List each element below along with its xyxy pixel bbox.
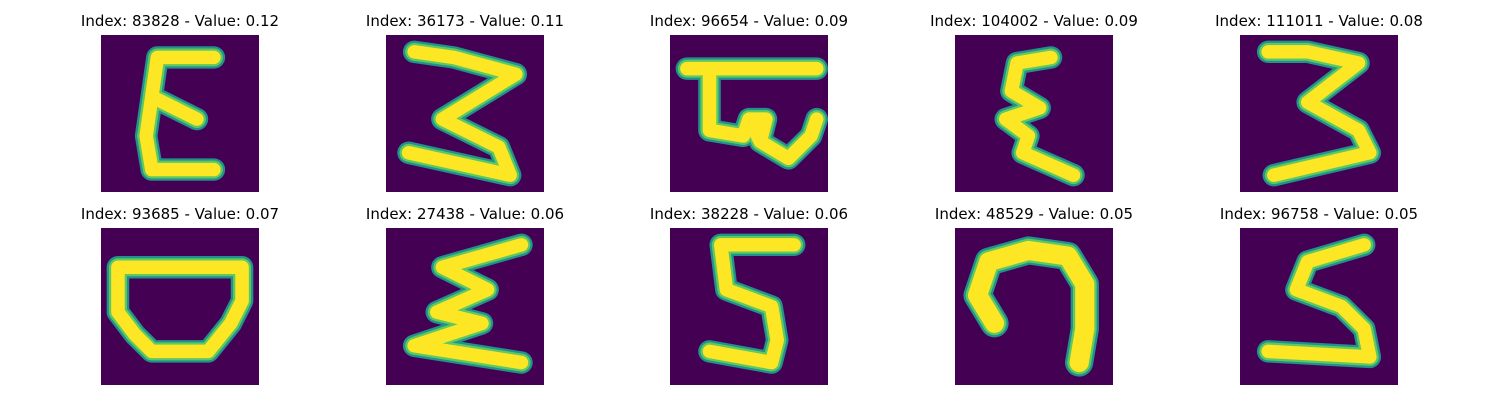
glyph-image: [1240, 228, 1398, 385]
panel-8: Index: 38228 - Value: 0.06: [607, 203, 891, 385]
panel-title: Index: 36173 - Value: 0.11: [365, 12, 565, 30]
glyph-image: [670, 35, 828, 192]
glyph-image: [1240, 35, 1398, 192]
panel-title: Index: 27438 - Value: 0.06: [365, 205, 565, 223]
panel-title: Index: 93685 - Value: 0.07: [80, 205, 280, 223]
panel-4: Index: 104002 - Value: 0.09: [892, 10, 1176, 192]
panel-1: Index: 83828 - Value: 0.12: [38, 10, 322, 192]
panel-7: Index: 27438 - Value: 0.06: [323, 203, 607, 385]
panel-5: Index: 111011 - Value: 0.08: [1177, 10, 1461, 192]
panel-title: Index: 38228 - Value: 0.06: [649, 205, 849, 223]
panel-2: Index: 36173 - Value: 0.11: [323, 10, 607, 192]
glyph-image: [101, 228, 259, 385]
panel-title: Index: 104002 - Value: 0.09: [930, 12, 1138, 30]
panel-title: Index: 83828 - Value: 0.12: [80, 12, 280, 30]
panel-9: Index: 48529 - Value: 0.05: [892, 203, 1176, 385]
panel-10: Index: 96758 - Value: 0.05: [1177, 203, 1461, 385]
glyph-image: [386, 228, 544, 385]
glyph-image: [670, 228, 828, 385]
glyph-image: [101, 35, 259, 192]
glyph-image: [386, 35, 544, 192]
panel-title: Index: 96758 - Value: 0.05: [1219, 205, 1419, 223]
panel-6: Index: 93685 - Value: 0.07: [38, 203, 322, 385]
glyph-image: [955, 228, 1113, 385]
panel-title: Index: 96654 - Value: 0.09: [649, 12, 849, 30]
glyph-image: [955, 35, 1113, 192]
panel-title: Index: 48529 - Value: 0.05: [934, 205, 1134, 223]
panel-title: Index: 111011 - Value: 0.08: [1215, 12, 1423, 30]
panel-3: Index: 96654 - Value: 0.09: [607, 10, 891, 192]
